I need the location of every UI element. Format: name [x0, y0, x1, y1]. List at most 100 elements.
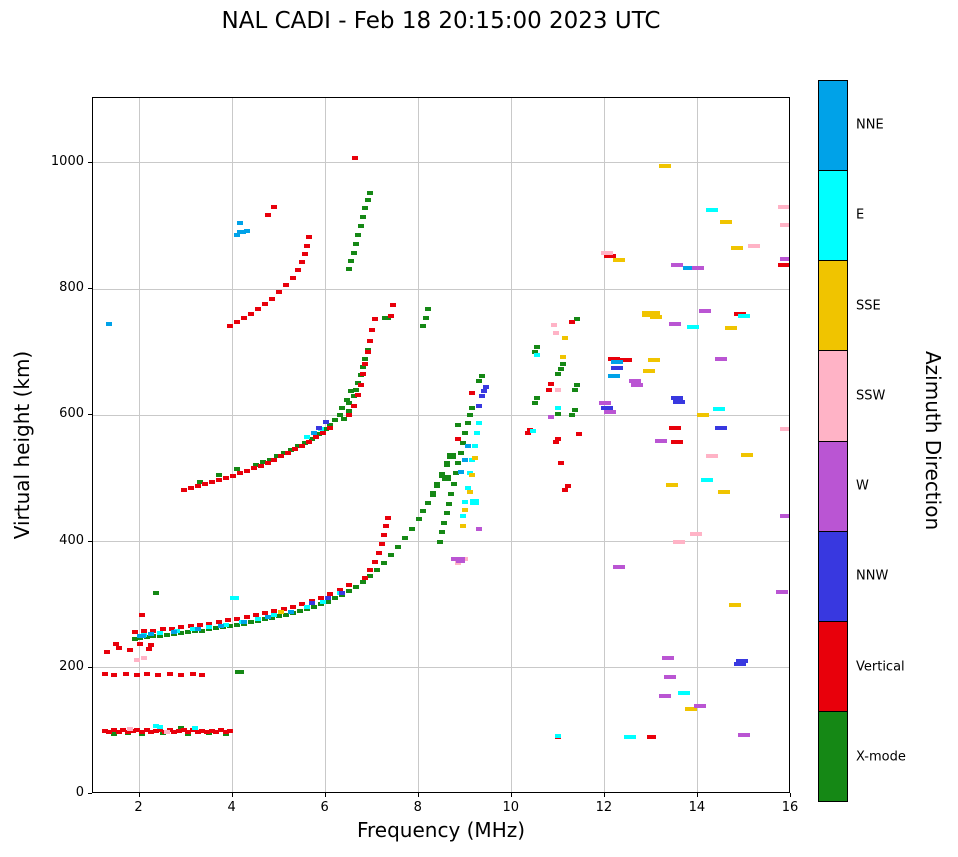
x-tick-label: 16: [781, 800, 799, 815]
data-point-vertical: [294, 268, 301, 273]
data-point-vertical: [127, 648, 134, 653]
data-point-sse: [562, 336, 569, 341]
data-point-vertical: [378, 542, 385, 547]
data-point-vertical: [292, 447, 299, 452]
data-point-sse: [729, 602, 742, 607]
grid-line-horizontal: [93, 667, 789, 669]
data-point-vertical: [101, 672, 108, 677]
data-point-vertical: [383, 524, 390, 529]
data-point-vertical: [264, 460, 271, 465]
y-tick-label: 400: [59, 532, 84, 548]
data-point-ssw: [673, 539, 686, 544]
data-point-vertical: [120, 727, 127, 732]
data-point-x-mode: [366, 191, 373, 196]
colorbar-label-vertical: Vertical: [856, 659, 905, 675]
data-point-x-mode: [534, 395, 541, 400]
data-point-vertical: [236, 471, 243, 476]
data-point-x-mode: [206, 627, 213, 632]
data-point-w: [670, 263, 683, 268]
data-point-vertical: [299, 602, 306, 607]
data-point-x-mode: [110, 732, 117, 737]
data-point-ssw: [455, 561, 462, 566]
data-point-e: [464, 485, 471, 490]
data-point-x-mode: [331, 596, 338, 601]
data-point-vertical: [299, 443, 306, 448]
data-point-ssw: [164, 730, 171, 735]
data-point-vertical: [115, 645, 122, 650]
data-point-x-mode: [185, 732, 192, 737]
data-point-vertical: [227, 728, 234, 733]
colorbar-segment-x-mode: [819, 710, 847, 801]
data-point-vertical: [336, 588, 343, 593]
data-point-x-mode: [448, 491, 455, 496]
data-point-x-mode: [273, 454, 280, 459]
data-point-e: [462, 500, 469, 505]
data-point-w: [780, 514, 789, 519]
data-point-x-mode: [138, 732, 145, 737]
colorbar-segment-sse: [819, 260, 847, 351]
data-point-nne: [287, 610, 294, 615]
data-point-vertical: [255, 307, 262, 312]
data-point-nne: [682, 266, 695, 271]
data-point-vertical: [194, 484, 201, 489]
colorbar-label-ssw: SSW: [856, 388, 886, 404]
colorbar-segment-vertical: [819, 620, 847, 711]
data-point-vertical: [262, 302, 269, 307]
x-tick-mark: [696, 793, 698, 797]
data-point-vertical: [180, 727, 187, 732]
data-point-e: [677, 691, 690, 696]
data-point-vertical: [208, 728, 215, 733]
x-tick-mark: [417, 793, 419, 797]
data-point-nnw: [601, 405, 614, 410]
data-point-x-mode: [283, 612, 290, 617]
data-point-x-mode: [276, 614, 283, 619]
colorbar-segment-nne: [819, 81, 847, 171]
data-point-nne: [106, 321, 113, 326]
data-point-vertical: [241, 316, 248, 321]
data-point-ssw: [689, 532, 702, 537]
data-point-x-mode: [445, 501, 452, 506]
data-point-x-mode: [532, 350, 539, 355]
data-point-x-mode: [301, 440, 308, 445]
data-point-e: [529, 429, 536, 434]
data-point-x-mode: [387, 553, 394, 558]
data-point-x-mode: [415, 516, 422, 521]
data-point-e: [476, 420, 483, 425]
x-tick-mark: [324, 793, 326, 797]
data-point-vertical: [569, 320, 576, 324]
x-tick-mark: [603, 793, 605, 797]
x-axis-label: Frequency (MHz): [356, 818, 526, 842]
data-point-vertical: [306, 235, 313, 240]
data-point-e: [152, 724, 159, 729]
data-point-vertical: [299, 260, 306, 265]
data-point-vertical: [304, 243, 311, 248]
data-point-x-mode: [248, 620, 255, 625]
data-point-w: [780, 256, 789, 261]
data-point-sse: [469, 473, 476, 478]
data-point-nne: [462, 457, 469, 462]
data-point-x-mode: [439, 530, 445, 535]
data-point-e: [473, 431, 480, 436]
data-point-vertical: [276, 290, 283, 295]
data-point-x-mode: [364, 347, 371, 352]
data-point-vertical: [557, 460, 564, 465]
data-point-e: [271, 613, 278, 618]
colorbar-label-nne: NNE: [856, 117, 884, 133]
data-point-x-mode: [355, 232, 362, 237]
data-point-vertical: [369, 327, 376, 332]
data-point-x-mode: [322, 427, 329, 432]
x-tick-label: 14: [688, 800, 706, 815]
data-point-vertical: [555, 436, 562, 441]
data-point-w: [548, 414, 555, 419]
colorbar-title: Azimuth Direction: [921, 351, 945, 531]
x-tick-label: 2: [134, 800, 143, 815]
data-point-x-mode: [532, 400, 539, 405]
data-point-x-mode: [341, 416, 348, 421]
data-point-e: [255, 617, 262, 622]
data-point-vertical: [141, 629, 148, 634]
data-point-vertical: [115, 729, 122, 734]
data-point-x-mode: [455, 461, 462, 466]
data-point-e: [705, 208, 718, 213]
data-point-vertical: [327, 591, 334, 596]
